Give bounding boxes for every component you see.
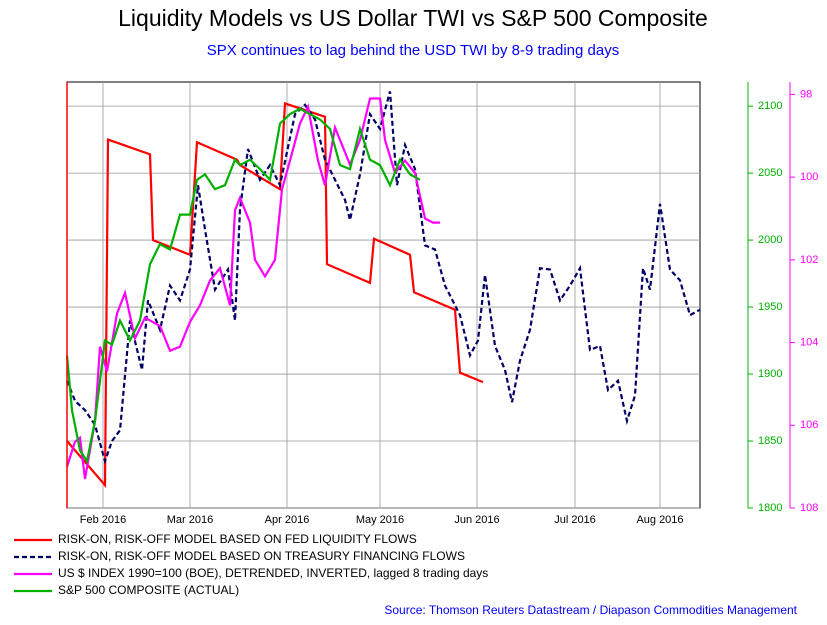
y2-tick-label: 98 [800,88,812,100]
y-tick-label: 1950 [758,301,782,313]
y2-tick-label: 104 [800,336,818,348]
y2-tick-label: 102 [800,254,818,266]
y-tick-label: 1800 [758,502,782,514]
y-tick-label: 2100 [758,100,782,112]
y2-tick-label: 106 [800,419,818,431]
legend-label: S&P 500 COMPOSITE (ACTUAL) [58,583,239,597]
x-tick-label: Feb 2016 [80,514,126,526]
legend-label: US $ INDEX 1990=100 (BOE), DETRENDED, IN… [58,566,488,580]
y2-tick-label: 100 [800,171,818,183]
x-tick-label: Jul 2016 [554,514,596,526]
legend-label: RISK-ON, RISK-OFF MODEL BASED ON TREASUR… [58,549,465,563]
x-tick-label: Apr 2016 [265,514,310,526]
legend-label: RISK-ON, RISK-OFF MODEL BASED ON FED LIQ… [58,532,417,546]
y2-tick-label: 108 [800,502,818,514]
series-line [65,97,440,480]
series-line [66,101,484,489]
series-line [65,107,421,464]
series-line [65,91,701,465]
y-tick-label: 1850 [758,435,782,447]
y-tick-label: 2000 [758,234,782,246]
y-tick-label: 2050 [758,167,782,179]
y-tick-label: 1900 [758,368,782,380]
source-note: Source: Thomson Reuters Datastream / Dia… [384,603,797,617]
x-tick-label: Mar 2016 [167,514,213,526]
chart-subtitle: SPX continues to lag behind the USD TWI … [207,42,619,59]
x-tick-label: May 2016 [356,514,404,526]
x-tick-label: Aug 2016 [636,514,683,526]
chart-title: Liquidity Models vs US Dollar TWI vs S&P… [118,5,708,31]
x-tick-label: Jun 2016 [454,514,499,526]
